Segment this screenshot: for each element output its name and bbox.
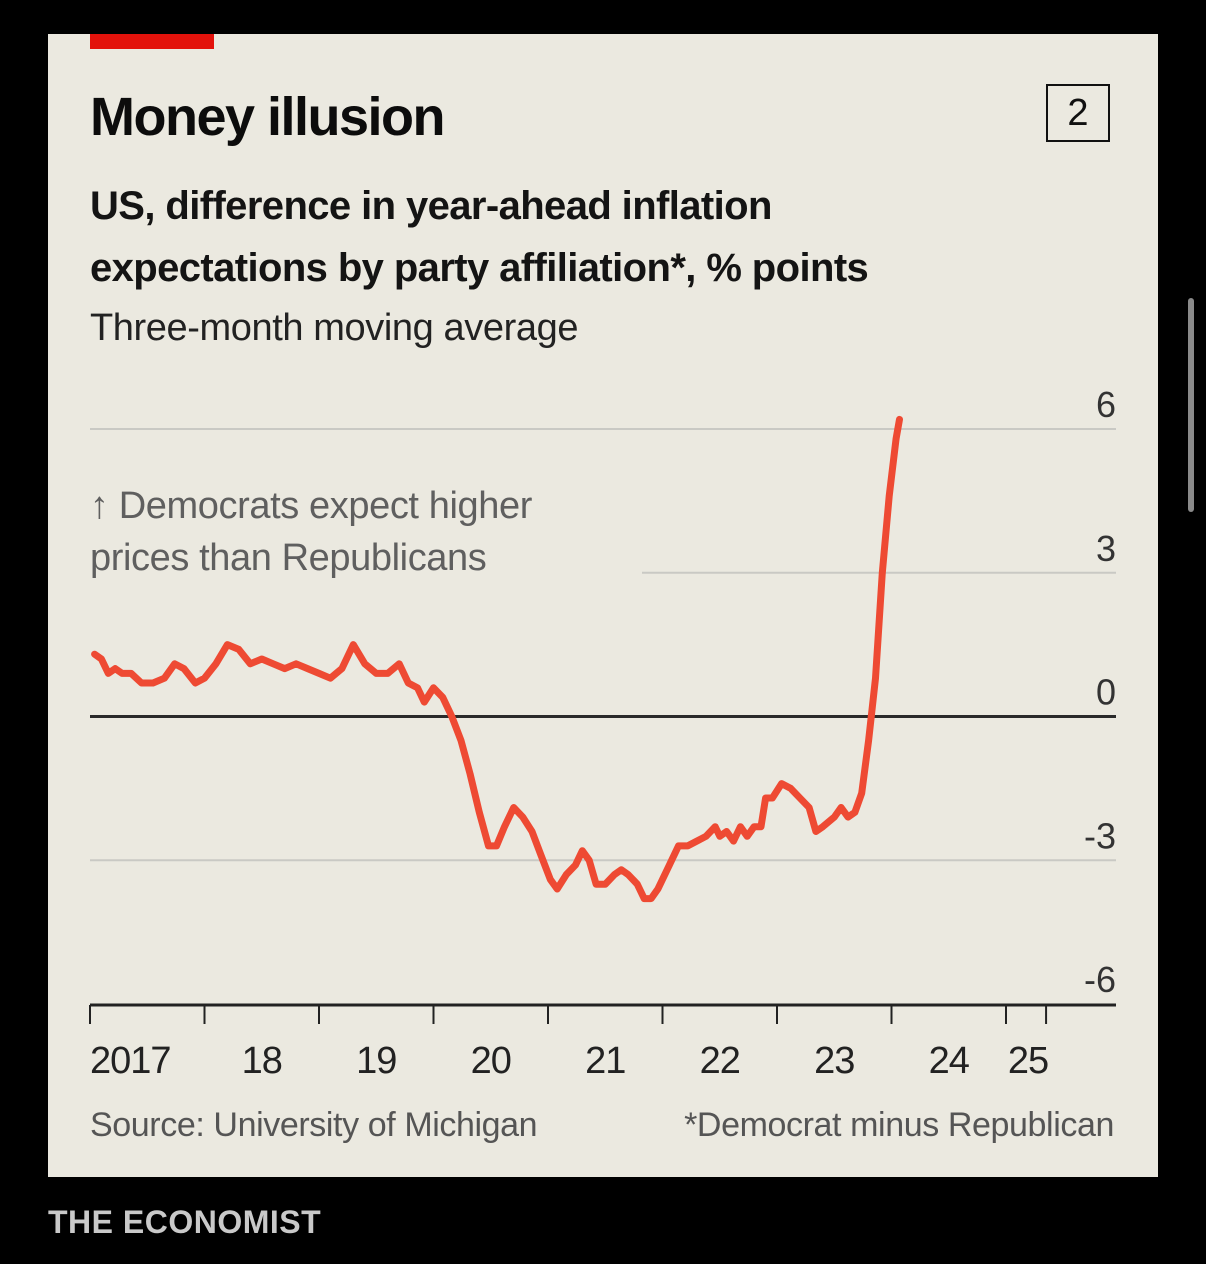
- line-chart: 6 3 0 -3 -6 2017 18 19 20 21 22 23 24 25: [89, 384, 1116, 1082]
- chart-title: Money illusion: [90, 87, 446, 147]
- x-tick-label: 2017: [90, 1040, 171, 1082]
- x-tick-label: 18: [242, 1040, 282, 1082]
- series-group: [91, 415, 903, 903]
- publisher-brand: THE ECONOMIST: [48, 1204, 322, 1240]
- y-tick-label: 6: [1096, 384, 1116, 425]
- y-tick-label: 0: [1096, 672, 1116, 713]
- x-axis: 2017 18 19 20 21 22 23 24 25: [89, 1003, 1116, 1082]
- y-tick-label: -6: [1084, 959, 1116, 1000]
- y-tick-labels: 6 3 0 -3 -6: [1084, 384, 1116, 1000]
- chart-number-badge: 2: [1046, 84, 1110, 142]
- chart-note: Three-month moving average: [90, 307, 579, 349]
- y-tick-label: 3: [1096, 528, 1116, 569]
- chart-subtitle-line-2: expectations by party affiliation*, % po…: [90, 246, 869, 290]
- x-tick-label: 19: [356, 1040, 396, 1082]
- y-tick-label: -3: [1084, 815, 1116, 856]
- chart-card: Money illusion 2 US, difference in year-…: [48, 34, 1158, 1177]
- x-tick-label: 23: [814, 1040, 854, 1082]
- x-tick-label: 21: [585, 1040, 625, 1082]
- scrollbar[interactable]: [1188, 298, 1194, 512]
- x-tick-label: 20: [471, 1040, 511, 1082]
- series-line: [91, 415, 903, 903]
- chart-subtitle-line-1: US, difference in year-ahead inflation: [90, 184, 772, 228]
- chart-annotation: ↑ Democrats expect higher prices than Re…: [90, 480, 532, 584]
- x-tick-label: 24: [929, 1040, 970, 1082]
- x-tick-label: 22: [700, 1040, 740, 1082]
- source-note: Source: University of Michigan: [90, 1106, 538, 1144]
- annotation-line-1: ↑ Democrats expect higher: [90, 485, 532, 527]
- x-tick-label: 25: [1008, 1040, 1048, 1082]
- red-accent-tag: [90, 34, 214, 49]
- annotation-line-2: prices than Republicans: [90, 537, 487, 579]
- footnote: *Democrat minus Republican: [684, 1106, 1114, 1144]
